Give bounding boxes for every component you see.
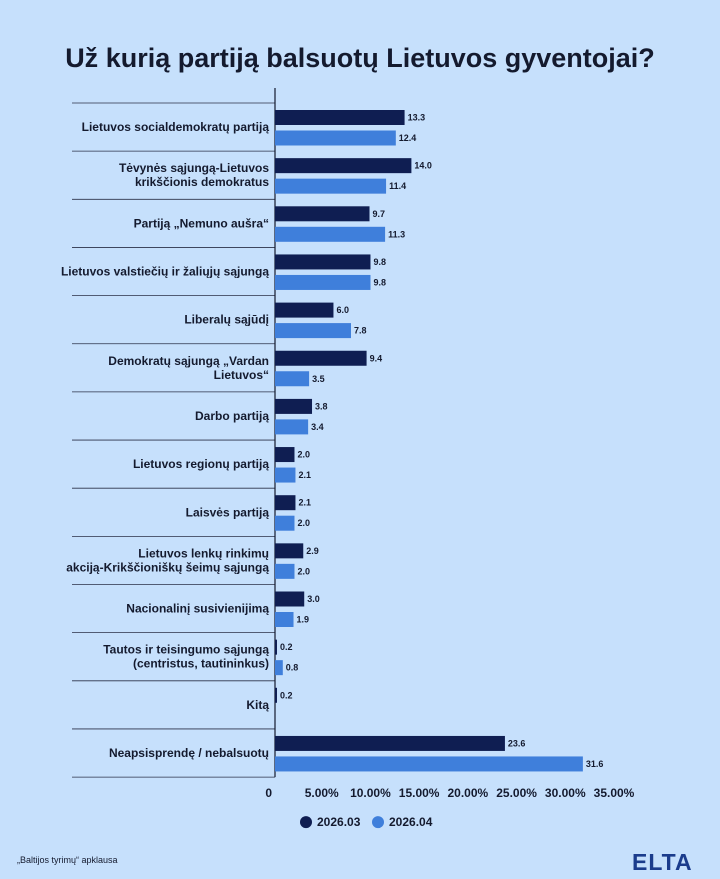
category-label: Lietuvos lenkų rinkimų akciją-Krikščioniš… [66, 546, 269, 574]
source-note: „Baltijos tyrimų“ apklausa [17, 855, 118, 865]
data-label: 11.4 [389, 181, 406, 191]
data-label: 9.7 [373, 209, 386, 219]
category-label: Nacionalinį susivienijimą [126, 602, 269, 616]
bar-2026-03 [275, 254, 371, 270]
data-label: 11.3 [388, 229, 405, 239]
bar-2026-03 [275, 543, 304, 559]
bar-2026-04 [275, 274, 371, 290]
x-tick-label: 10.00% [350, 786, 391, 800]
legend-label: 2026.03 [317, 815, 361, 829]
bar-2026-03 [275, 158, 412, 174]
category-label: Lietuvos valstiečių ir žaliųjų sąjungą [61, 265, 269, 279]
x-tick-label: 0 [265, 786, 272, 800]
legend-marker [300, 816, 312, 829]
bar-2026-04 [275, 660, 283, 676]
category-label: Tėvynės sąjungą-Lietuvos krikščionis demo… [119, 161, 269, 189]
data-label: 3.8 [315, 401, 328, 411]
x-tick-label: 30.00% [545, 786, 586, 800]
category-label: Kitą [246, 698, 269, 712]
data-label: 9.4 [370, 353, 383, 363]
category-label: Liberalų sąjūdį [184, 313, 269, 327]
data-label: 2.0 [297, 518, 310, 528]
legend-marker [372, 816, 384, 829]
category-label: Partiją „Nemuno aušra“ [134, 216, 269, 230]
data-label: 0.2 [280, 690, 293, 700]
x-tick-label: 25.00% [496, 786, 537, 800]
data-label: 7.8 [354, 326, 367, 336]
data-label: 6.0 [336, 305, 349, 315]
data-label: 9.8 [373, 257, 386, 267]
x-tick-label: 20.00% [448, 786, 489, 800]
data-label: 1.9 [297, 615, 310, 625]
x-tick-label: 5.00% [305, 786, 339, 800]
data-label: 13.3 [408, 113, 426, 123]
data-label: 14.0 [414, 161, 432, 171]
bar-2026-04 [275, 130, 396, 146]
bar-2026-04 [275, 371, 310, 387]
bar-2026-03 [275, 302, 334, 318]
x-tick-label: 35.00% [594, 786, 635, 800]
data-label: 3.4 [311, 422, 324, 432]
data-label: 3.5 [312, 374, 325, 384]
bar-2026-03 [275, 639, 277, 655]
category-label: Demokratų sąjungą „Vardan Lietuvos“ [108, 354, 269, 382]
chart-title: Už kurią partiją balsuotų Lietuvos gyven… [65, 43, 655, 73]
data-label: 2.1 [298, 498, 311, 508]
category-label: Darbo partiją [195, 409, 269, 423]
bar-2026-04 [275, 419, 309, 435]
x-tick-label: 15.00% [399, 786, 440, 800]
bar-2026-03 [275, 398, 313, 414]
data-label: 2.1 [298, 470, 311, 480]
category-label: Tautos ir teisingumo sąjungą (centristus,… [103, 643, 269, 671]
bar-2026-03 [275, 350, 367, 366]
data-label: 0.8 [286, 663, 299, 673]
bar-2026-04 [275, 467, 296, 483]
bar-2026-04 [275, 756, 583, 772]
data-label: 31.6 [586, 759, 604, 769]
legend-label: 2026.04 [389, 815, 433, 829]
category-label: Neapsisprendę / nebalsuotų [109, 746, 269, 760]
bar-2026-03 [275, 735, 505, 751]
data-label: 2.0 [297, 450, 310, 460]
data-label: 23.6 [508, 738, 526, 748]
bar-2026-04 [275, 323, 351, 339]
data-label: 3.0 [307, 594, 320, 604]
bar-2026-03 [275, 110, 405, 125]
data-label: 12.4 [399, 133, 417, 143]
category-label: Lietuvos socialdemokratų partiją [82, 120, 270, 134]
bar-2026-03 [275, 447, 295, 463]
bar-2026-04 [275, 178, 387, 194]
bar-2026-03 [275, 591, 305, 607]
bar-2026-04 [275, 563, 295, 579]
elta-logo: ELTA [632, 849, 693, 875]
data-label: 2.9 [306, 546, 319, 556]
category-label: Laisvės partiją [186, 505, 270, 519]
data-label: 2.0 [297, 566, 310, 576]
bar-2026-04 [275, 612, 294, 627]
bar-2026-03 [275, 206, 370, 222]
bar-2026-03 [275, 495, 296, 511]
bar-2026-04 [275, 226, 386, 242]
category-label: Lietuvos regionų partiją [133, 457, 269, 471]
bar-2026-03 [275, 687, 277, 703]
data-label: 0.2 [280, 642, 293, 652]
bar-2026-04 [275, 515, 295, 531]
data-label: 9.8 [373, 277, 386, 287]
